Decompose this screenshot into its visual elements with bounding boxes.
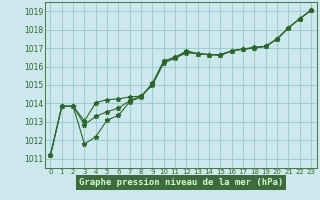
X-axis label: Graphe pression niveau de la mer (hPa): Graphe pression niveau de la mer (hPa) (79, 178, 283, 187)
